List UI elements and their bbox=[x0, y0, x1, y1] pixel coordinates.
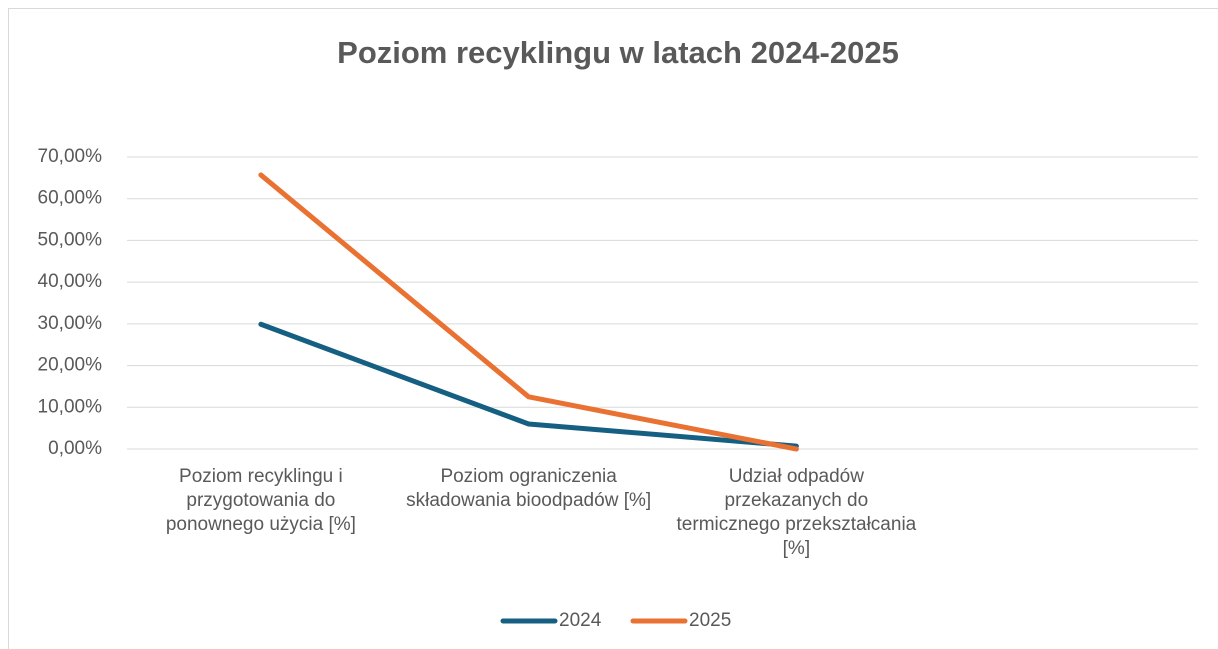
y-tick-label: 50,00% bbox=[38, 229, 103, 250]
y-tick-label: 10,00% bbox=[38, 396, 103, 417]
y-tick-label: 0,00% bbox=[48, 438, 102, 459]
chart-title: Poziom recyklingu w latach 2024-2025 bbox=[337, 35, 899, 70]
y-tick-label: 60,00% bbox=[38, 188, 103, 209]
legend-label: 2024 bbox=[559, 610, 602, 631]
line-series bbox=[258, 321, 799, 449]
y-tick-label: 30,00% bbox=[38, 313, 103, 334]
y-tick-label: 20,00% bbox=[38, 355, 103, 376]
x-tick-label: Poziom ograniczenia składowania bioodpad… bbox=[406, 466, 652, 511]
legend-label: 2025 bbox=[689, 610, 731, 631]
chart-border bbox=[8, 8, 1218, 649]
y-tick-label: 70,00% bbox=[38, 146, 103, 167]
line-series bbox=[258, 172, 799, 452]
y-tick-label: 40,00% bbox=[38, 271, 103, 292]
x-tick-label: Poziom recyklingu i przygotowania do pon… bbox=[165, 466, 356, 535]
x-tick-label: Udział odpadów przekazanych do termiczne… bbox=[676, 466, 917, 559]
